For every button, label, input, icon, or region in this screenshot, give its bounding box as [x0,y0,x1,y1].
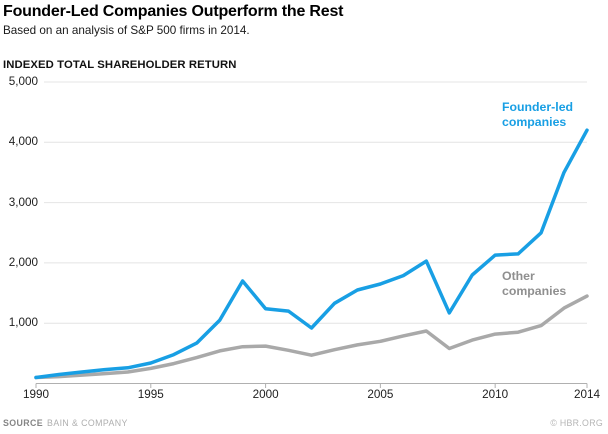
legend-other-companies: Other companies [502,269,567,298]
y-tick-label-2000: 2,000 [8,255,38,269]
x-tick-label-2014: 2014 [573,388,600,401]
y-axis-heading: INDEXED TOTAL SHAREHOLDER RETURN [3,59,237,71]
y-tick-label-3000: 3,000 [8,195,38,209]
series-line-founder-led-companies [34,128,589,380]
y-tick-label-1000: 1,000 [8,316,38,330]
x-tick-label-2005: 2005 [367,388,394,401]
source-value: BAIN & COMPANY [47,418,128,428]
x-tick-label-1995: 1995 [137,388,164,401]
y-tick-label-4000: 4,000 [8,135,38,149]
x-tick-label-2000: 2000 [252,388,279,401]
x-tick-label-2010: 2010 [482,388,509,401]
legend-founder-led: Founder-led companies [502,100,574,129]
chart-subtitle: Based on an analysis of S&P 500 firms in… [3,24,250,37]
source-label: SOURCE [3,418,44,428]
credit-hbr: © HBR.ORG [550,418,603,428]
chart-title: Founder-Led Companies Outperform the Res… [3,3,344,20]
series-line-other-companies [34,294,589,380]
source-attribution: SOURCE BAIN & COMPANY [3,418,128,428]
y-tick-label-5000: 5,000 [8,75,38,88]
x-tick-label-1990: 1990 [22,388,49,401]
